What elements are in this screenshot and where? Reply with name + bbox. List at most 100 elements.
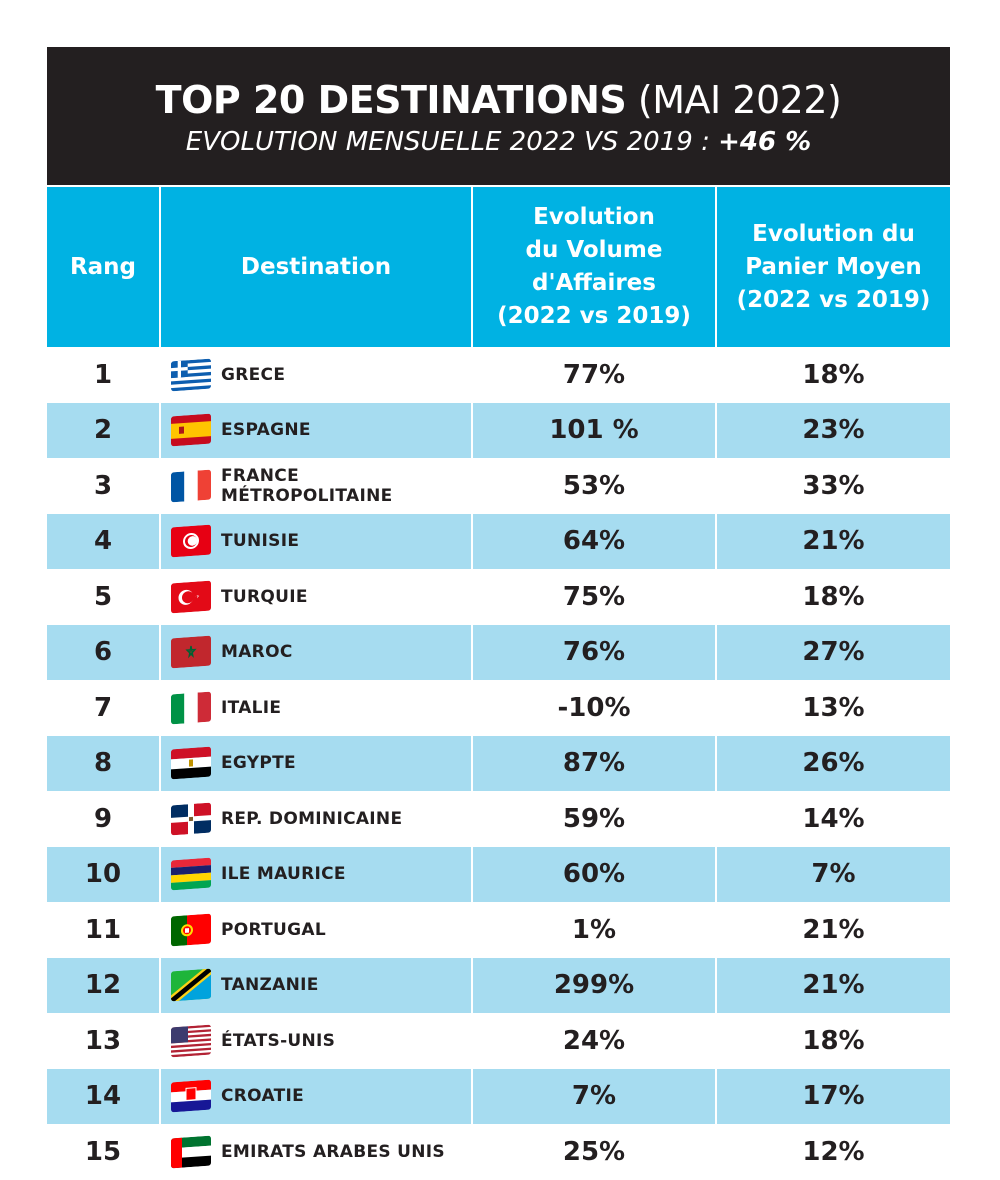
volume-cell: 24% — [471, 1013, 715, 1069]
table-body: 1 GRECE 77% 18% 2 ESPAGNE 101 % 23% 3 FRANCE MÉTR… — [47, 347, 950, 1180]
morocco-flag-icon — [171, 635, 211, 669]
destination-cell: CROATIE — [159, 1068, 471, 1124]
chart-title: TOP 20 DESTINATIONS (MAI 2022) — [47, 77, 950, 123]
rank-cell: 14 — [84, 1081, 122, 1112]
subtitle-value: +46 % — [718, 127, 812, 157]
destination-cell: TANZANIE — [159, 957, 471, 1013]
rank-cell: 1 — [93, 359, 113, 390]
chart-subtitle: EVOLUTION MENSUELLE 2022 VS 2019 : +46 % — [47, 125, 950, 159]
table-row: 12 TANZANIE 299% 21% — [47, 957, 950, 1013]
table-header: Rang Destination Evolution du Volume d'A… — [47, 185, 950, 347]
volume-cell: 87% — [471, 735, 715, 791]
panier-cell: 21% — [715, 513, 950, 569]
france-flag-icon — [171, 469, 211, 503]
rank-cell: 9 — [93, 803, 113, 834]
ranking-table: TOP 20 DESTINATIONS (MAI 2022) EVOLUTION… — [47, 47, 950, 1180]
destination-cell: EMIRATS ARABES UNIS — [159, 1124, 471, 1180]
volume-cell: 1% — [471, 902, 715, 958]
turkey-flag-icon — [171, 580, 211, 614]
subtitle-text: EVOLUTION MENSUELLE 2022 VS 2019 : — [185, 127, 710, 157]
destination-cell: PORTUGAL — [159, 902, 471, 958]
column-header-destination: Destination — [159, 187, 471, 347]
table-row: 6 MAROC 76% 27% — [47, 624, 950, 680]
rank-cell: 4 — [93, 526, 113, 557]
panier-cell: 13% — [715, 680, 950, 736]
table-row: 8 EGYPTE 87% 26% — [47, 735, 950, 791]
table-row: 2 ESPAGNE 101 % 23% — [47, 402, 950, 458]
destination-name: TUNISIE — [221, 531, 300, 552]
column-header-rank: Rang — [69, 253, 137, 280]
destination-cell: FRANCE MÉTROPOLITAINE — [159, 458, 471, 514]
panier-cell: 27% — [715, 624, 950, 680]
destination-cell: TURQUIE — [159, 569, 471, 625]
table-row: 9 REP. DOMINICAINE 59% 14% — [47, 791, 950, 847]
panier-cell: 7% — [715, 846, 950, 902]
tunisia-flag-icon — [171, 524, 211, 558]
rank-cell: 6 — [93, 637, 113, 668]
volume-cell: 77% — [471, 347, 715, 403]
destination-cell: TUNISIE — [159, 513, 471, 569]
panier-cell: 21% — [715, 957, 950, 1013]
tanzania-flag-icon — [171, 968, 211, 1002]
volume-cell: 25% — [471, 1124, 715, 1180]
destination-name: ITALIE — [221, 697, 282, 718]
destination-name: TANZANIE — [221, 975, 319, 996]
destination-name: ILE MAURICE — [221, 864, 346, 885]
volume-cell: 60% — [471, 846, 715, 902]
destination-cell: ÉTATS-UNIS — [159, 1013, 471, 1069]
panier-cell: 21% — [715, 902, 950, 958]
table-row: 7 ITALIE -10% 13% — [47, 680, 950, 736]
portugal-flag-icon — [171, 913, 211, 947]
volume-cell: 7% — [471, 1068, 715, 1124]
mauritius-flag-icon — [171, 857, 211, 891]
rank-cell: 12 — [84, 970, 122, 1001]
destination-cell: ILE MAURICE — [159, 846, 471, 902]
italy-flag-icon — [171, 691, 211, 725]
title-banner: TOP 20 DESTINATIONS (MAI 2022) EVOLUTION… — [47, 47, 950, 185]
destination-name: TURQUIE — [221, 586, 308, 607]
destination-cell: GRECE — [159, 347, 471, 403]
destination-name: EMIRATS ARABES UNIS — [221, 1141, 445, 1162]
destination-cell: EGYPTE — [159, 735, 471, 791]
table-row: 3 FRANCE MÉTROPOLITAINE 53% 33% — [47, 458, 950, 514]
panier-cell: 33% — [715, 458, 950, 514]
column-header-panier: Evolution du Panier Moyen (2022 vs 2019) — [715, 187, 950, 347]
destination-name: ÉTATS-UNIS — [221, 1030, 336, 1051]
volume-cell: 59% — [471, 791, 715, 847]
panier-cell: 14% — [715, 791, 950, 847]
table-row: 4 TUNISIE 64% 21% — [47, 513, 950, 569]
rank-cell: 13 — [84, 1025, 122, 1056]
destination-name: MAROC — [221, 642, 293, 663]
rank-cell: 10 — [84, 859, 122, 890]
uae-flag-icon — [171, 1135, 211, 1169]
panier-cell: 23% — [715, 402, 950, 458]
title-suffix: (MAI 2022) — [637, 78, 842, 122]
table-row: 10 ILE MAURICE 60% 7% — [47, 846, 950, 902]
panier-cell: 12% — [715, 1124, 950, 1180]
rank-cell: 15 — [84, 1136, 122, 1167]
column-header-volume: Evolution du Volume d'Affaires (2022 vs … — [471, 187, 715, 347]
destination-cell: MAROC — [159, 624, 471, 680]
destination-name: PORTUGAL — [221, 919, 326, 940]
greece-flag-icon — [171, 358, 211, 392]
table-row: 11 PORTUGAL 1% 21% — [47, 902, 950, 958]
table-row: 14 CROATIE 7% 17% — [47, 1068, 950, 1124]
volume-cell: 64% — [471, 513, 715, 569]
usa-flag-icon — [171, 1024, 211, 1058]
rank-cell: 3 — [93, 470, 113, 501]
volume-cell: 299% — [471, 957, 715, 1013]
table-row: 1 GRECE 77% 18% — [47, 347, 950, 403]
egypt-flag-icon — [171, 746, 211, 780]
destination-cell: ESPAGNE — [159, 402, 471, 458]
panier-cell: 18% — [715, 569, 950, 625]
panier-cell: 17% — [715, 1068, 950, 1124]
table-row: 5 TURQUIE 75% 18% — [47, 569, 950, 625]
destination-cell: ITALIE — [159, 680, 471, 736]
panier-cell: 18% — [715, 347, 950, 403]
croatia-flag-icon — [171, 1079, 211, 1113]
rank-cell: 2 — [93, 415, 113, 446]
destination-name: FRANCE MÉTROPOLITAINE — [221, 465, 393, 506]
destination-cell: REP. DOMINICAINE — [159, 791, 471, 847]
destination-name: REP. DOMINICAINE — [221, 808, 403, 829]
volume-cell: 76% — [471, 624, 715, 680]
